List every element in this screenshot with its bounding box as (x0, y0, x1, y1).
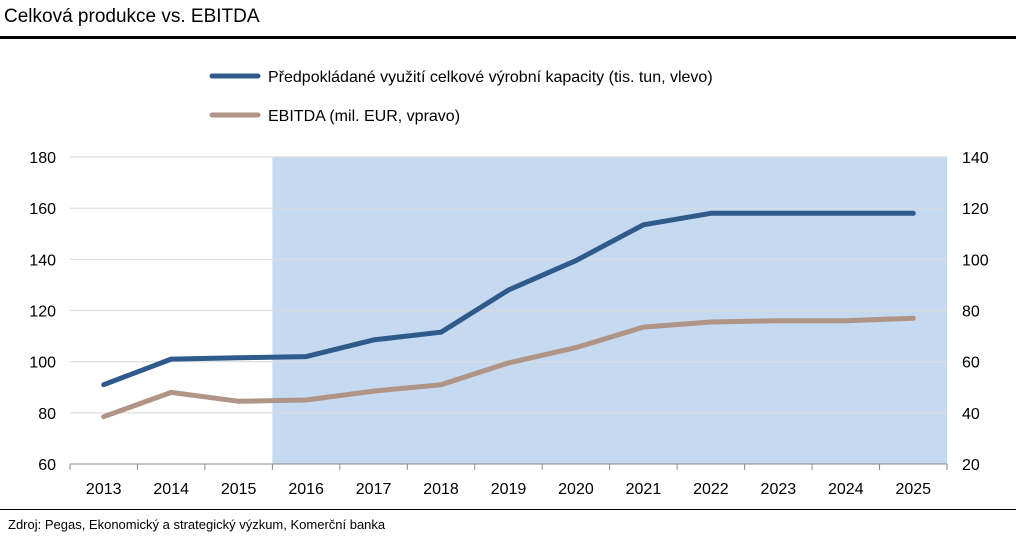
left-axis-tick-label: 120 (29, 304, 56, 321)
legend-label: EBITDA (mil. EUR, vpravo) (268, 108, 460, 125)
chart-title: Celková produkce vs. EBITDA (4, 6, 260, 27)
x-axis-tick-label: 2016 (288, 481, 324, 498)
x-axis-tick-label: 2015 (221, 481, 257, 498)
x-axis-tick-label: 2020 (558, 481, 594, 498)
legend-label: Předpokládané využití celkové výrobní ka… (268, 69, 713, 86)
left-axis-tick-label: 180 (29, 150, 56, 167)
x-axis-tick-label: 2025 (895, 481, 931, 498)
right-axis-tick-label: 120 (962, 201, 989, 218)
x-axis-tick-label: 2018 (423, 481, 459, 498)
left-axis-tick-label: 80 (38, 406, 56, 423)
x-axis-tick-label: 2013 (86, 481, 122, 498)
right-axis-tick-label: 140 (962, 150, 989, 167)
x-axis-tick-label: 2021 (626, 481, 662, 498)
left-axis-tick-label: 140 (29, 252, 56, 269)
right-axis-tick-label: 20 (962, 457, 980, 474)
title-divider (0, 36, 1016, 39)
x-axis-tick-label: 2024 (828, 481, 864, 498)
series-line-capacity (101, 210, 916, 388)
x-axis-tick-label: 2022 (693, 481, 729, 498)
right-axis-tick-label: 60 (962, 355, 980, 372)
footer-divider (0, 509, 1016, 510)
source-note: Zdroj: Pegas, Ekonomický a strategický v… (8, 517, 386, 532)
series-line-ebitda (101, 315, 916, 420)
left-axis-tick-label: 60 (38, 457, 56, 474)
right-axis-tick-label: 40 (962, 406, 980, 423)
x-axis-tick-label: 2014 (153, 481, 189, 498)
x-axis-tick-label: 2023 (761, 481, 797, 498)
x-axis-tick-label: 2019 (491, 481, 527, 498)
right-axis-tick-label: 100 (962, 252, 989, 269)
left-axis-tick-label: 100 (29, 355, 56, 372)
chart: Předpokládané využití celkové výrobní ka… (29, 69, 989, 498)
right-axis-tick-label: 80 (962, 304, 980, 321)
x-axis-tick-label: 2017 (356, 481, 392, 498)
left-axis-tick-label: 160 (29, 201, 56, 218)
